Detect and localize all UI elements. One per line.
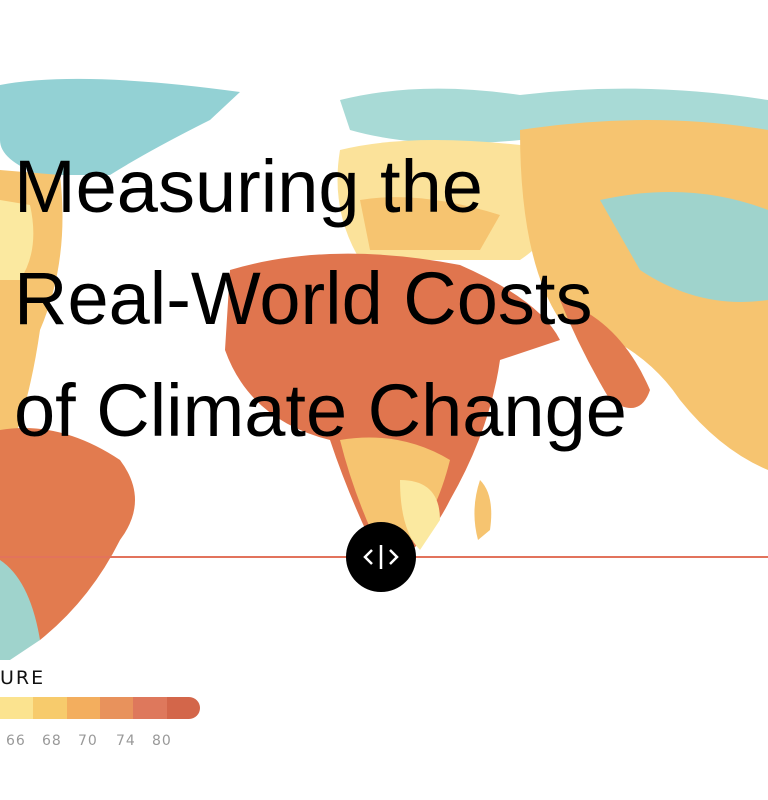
title-line-1: Measuring the: [14, 145, 483, 228]
legend-swatch: [133, 697, 167, 719]
legend-tick: 66: [6, 733, 26, 749]
legend-swatch: [166, 697, 200, 719]
legend-swatch: [33, 697, 67, 719]
legend-title: URE: [0, 667, 46, 689]
title-line-3: of Climate Change: [14, 369, 627, 452]
legend-color-bar: [0, 697, 200, 719]
legend-tick: 74: [116, 733, 136, 749]
page-title: Measuring the Real-World Costs of Climat…: [14, 145, 627, 452]
legend-tick: 80: [152, 733, 172, 749]
legend-tick: 70: [78, 733, 98, 749]
legend-swatch: [66, 697, 100, 719]
legend-swatch: [99, 697, 134, 719]
chevron-left-right-icon: [363, 545, 399, 569]
legend-tick: 68: [42, 733, 62, 749]
title-line-2: Real-World Costs: [14, 257, 593, 340]
legend-swatch: [0, 697, 34, 719]
comparison-slider-handle[interactable]: [346, 522, 416, 592]
